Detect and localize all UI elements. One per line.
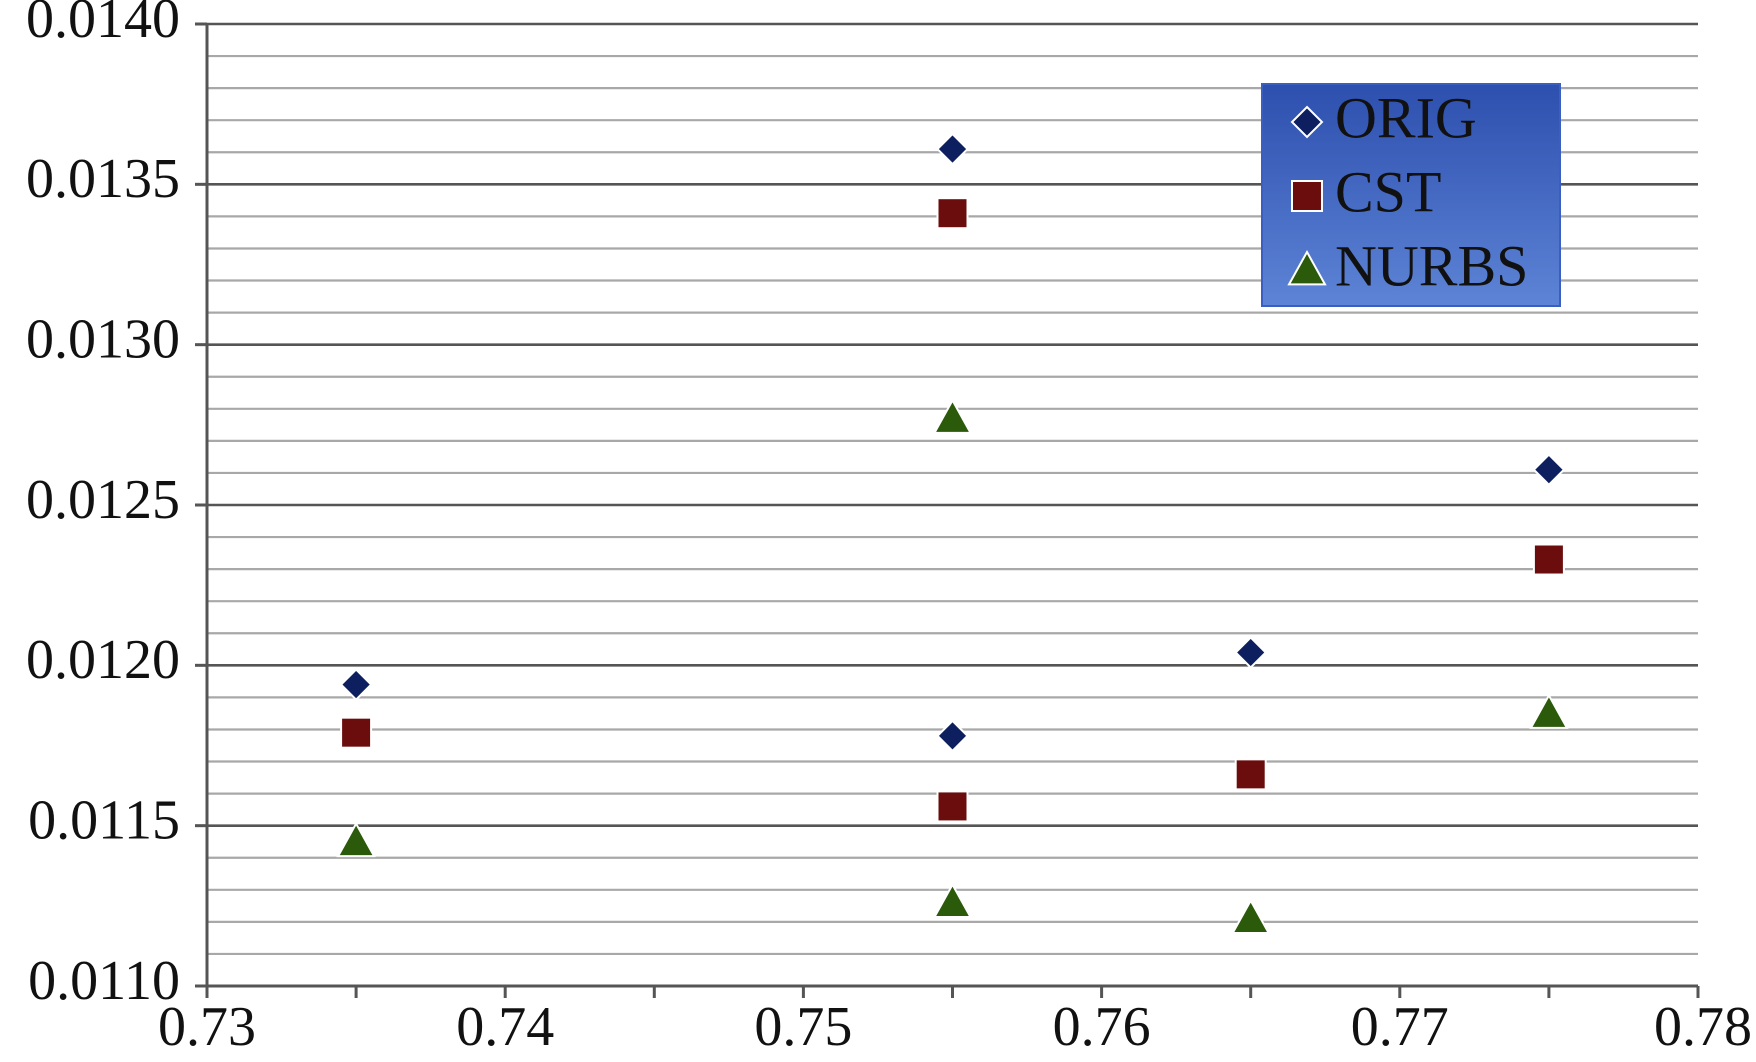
orig-point — [1532, 453, 1566, 487]
x-tick-label: 0.77 — [1351, 996, 1449, 1058]
data-points — [336, 132, 1569, 935]
y-tick-label: 0.0120 — [26, 629, 180, 691]
cst-point — [1234, 758, 1267, 791]
nurbs-point — [932, 882, 973, 919]
y-tick-label: 0.0130 — [26, 309, 180, 371]
nurbs-point — [932, 398, 973, 434]
nurbs-point — [1529, 693, 1569, 729]
cst-point — [1532, 543, 1565, 576]
orig-point — [936, 132, 969, 166]
orig-point — [936, 719, 969, 753]
legend-marker-cst — [1291, 180, 1323, 212]
nurbs-point — [336, 821, 376, 858]
x-tick-label: 0.76 — [1053, 996, 1151, 1058]
axes — [195, 22, 1700, 998]
legend-label-orig: ORIG — [1335, 85, 1477, 150]
orig-point — [339, 668, 373, 701]
y-axis-tick-labels: 0.0110 0.0115 0.0120 0.0125 0.0130 0.0135 0.01… — [26, 0, 180, 1012]
legend-marker-orig — [1290, 105, 1324, 139]
y-tick-label: 0.0135 — [26, 148, 180, 210]
x-tick-label: 0.75 — [754, 996, 852, 1058]
nurbs-point — [1231, 898, 1271, 935]
x-tick-label: 0.74 — [456, 996, 554, 1058]
legend-marker-nurbs — [1287, 249, 1327, 286]
legend-label-nurbs: NURBS — [1335, 233, 1528, 298]
y-tick-label: 0.0140 — [26, 0, 180, 50]
cst-point — [340, 716, 373, 749]
y-tick-label: 0.0115 — [28, 790, 180, 852]
cst-point — [936, 197, 969, 230]
legend-label-cst: CST — [1335, 159, 1441, 224]
x-axis-tick-labels: 0.73 0.74 0.75 0.76 0.77 0.78 — [158, 996, 1752, 1058]
legend: ORIG CST NURBS — [1261, 83, 1561, 307]
y-tick-label: 0.0125 — [26, 469, 180, 531]
x-tick-label: 0.73 — [158, 996, 256, 1058]
y-tick-label: 0.0110 — [28, 950, 180, 1012]
cst-point — [936, 790, 969, 823]
x-tick-label: 0.78 — [1654, 996, 1752, 1058]
orig-point — [1234, 636, 1268, 669]
